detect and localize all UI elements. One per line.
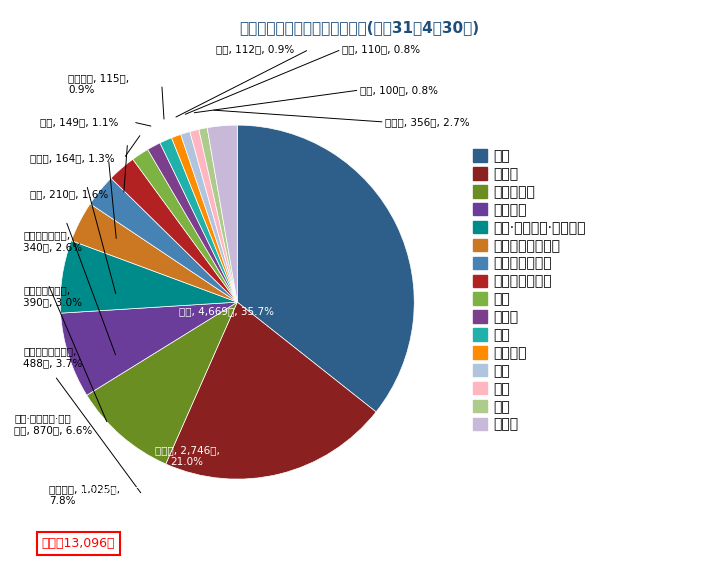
Wedge shape <box>60 302 237 395</box>
Text: 技能実習１号ロ,
390人, 3.0%: 技能実習１号ロ, 390人, 3.0% <box>23 285 82 307</box>
Wedge shape <box>166 302 376 479</box>
Wedge shape <box>172 134 237 302</box>
Text: その他, 356人, 2.7%: その他, 356人, 2.7% <box>385 117 470 127</box>
Wedge shape <box>237 125 414 412</box>
Legend: 留学, 永住者, 特別永住者, 家族滞在, 技術·人文知識·国際業務, 日本人の配偶者等, 技能実習１号ロ, 技能実習２号ロ, 教授, 定住者, 技能, 特定活: 留学, 永住者, 特別永住者, 家族滞在, 技術·人文知識·国際業務, 日本人の… <box>471 146 588 435</box>
Wedge shape <box>90 178 237 302</box>
Text: 教授, 210人, 1.6%: 教授, 210人, 1.6% <box>30 189 109 200</box>
Wedge shape <box>111 159 237 302</box>
Text: 定住者, 164人, 1.3%: 定住者, 164人, 1.3% <box>30 153 115 164</box>
Text: 合計　13,096人: 合計 13,096人 <box>42 537 115 550</box>
Wedge shape <box>207 125 237 302</box>
Text: 技能, 149人, 1.1%: 技能, 149人, 1.1% <box>40 117 118 127</box>
Text: 外国人住民の資格別人数と割合(平成31年4月30日): 外国人住民の資格別人数と割合(平成31年4月30日) <box>239 20 480 35</box>
Text: 永住者, 2,746人,
21.0%: 永住者, 2,746人, 21.0% <box>155 445 219 467</box>
Wedge shape <box>133 149 237 302</box>
Text: 技能実習２号ロ,
340人, 2.6%: 技能実習２号ロ, 340人, 2.6% <box>23 230 82 252</box>
Wedge shape <box>160 138 237 302</box>
Text: 留学, 4,669人, 35.7%: 留学, 4,669人, 35.7% <box>179 306 274 316</box>
Text: 日本人の配偶者等,
488人, 3.7%: 日本人の配偶者等, 488人, 3.7% <box>23 346 82 368</box>
Wedge shape <box>147 143 237 302</box>
Wedge shape <box>180 132 237 302</box>
Wedge shape <box>87 302 237 464</box>
Wedge shape <box>71 204 237 302</box>
Wedge shape <box>60 241 237 313</box>
Text: 教育, 112人, 0.9%: 教育, 112人, 0.9% <box>216 44 294 55</box>
Wedge shape <box>190 130 237 302</box>
Text: 特定活動, 115人,
0.9%: 特定活動, 115人, 0.9% <box>68 73 129 95</box>
Wedge shape <box>199 128 237 302</box>
Text: 家族滞在, 1,025人,
7.8%: 家族滞在, 1,025人, 7.8% <box>49 484 120 506</box>
Text: 宗教, 110人, 0.8%: 宗教, 110人, 0.8% <box>342 44 420 55</box>
Text: 技術·人文知識·国際
業務, 870人, 6.6%: 技術·人文知識·国際 業務, 870人, 6.6% <box>14 413 93 435</box>
Text: 特別永住者,
1,252人, 9.6%: 特別永住者, 1,252人, 9.6% <box>81 474 150 496</box>
Text: 興業, 100人, 0.8%: 興業, 100人, 0.8% <box>360 85 437 95</box>
